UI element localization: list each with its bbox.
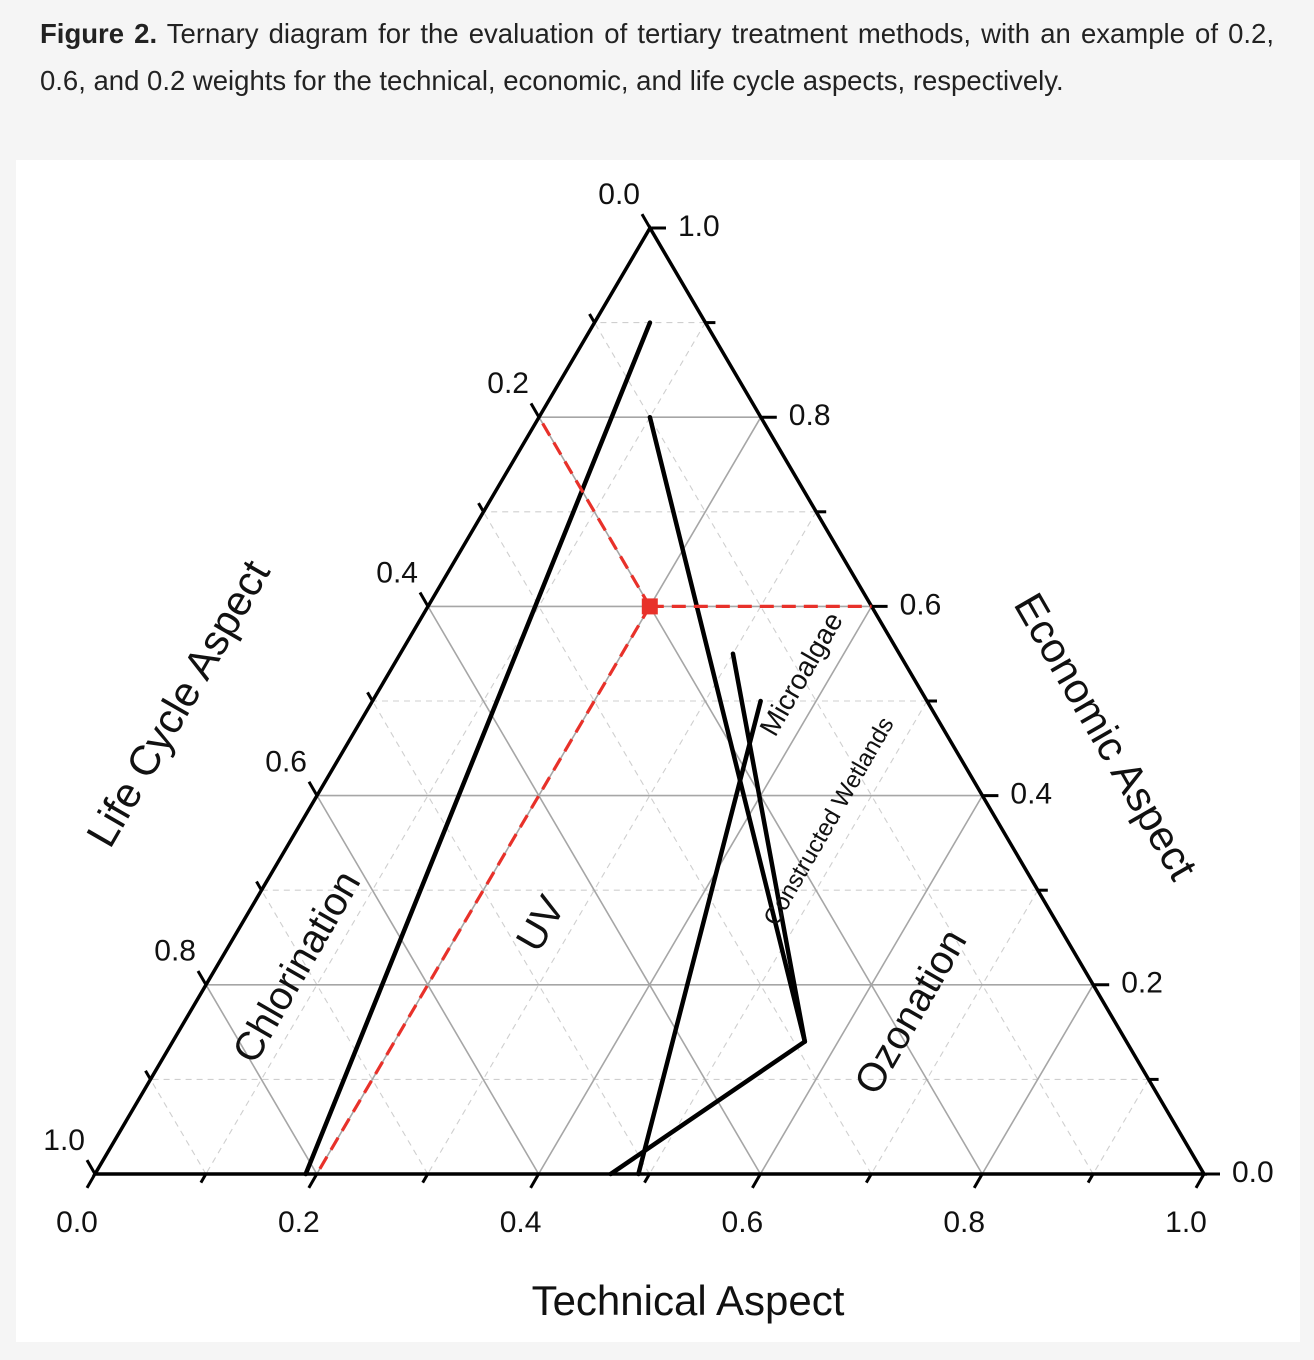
tick-lifecycle bbox=[640, 213, 652, 229]
tick-label-lifecycle: 0.2 bbox=[487, 367, 529, 400]
tick-technical bbox=[643, 1173, 651, 1184]
tick-label-technical: 0.8 bbox=[943, 1206, 985, 1239]
grid-line-lifecycle bbox=[372, 700, 650, 1175]
tick-label-technical: 0.0 bbox=[56, 1206, 98, 1239]
axis-title-technical: Technical Aspect bbox=[532, 1277, 845, 1324]
region-label-constructed-wetlands: Constructed Wetlands bbox=[758, 713, 899, 931]
figure-caption: Figure 2. Ternary diagram for the evalua… bbox=[40, 10, 1274, 104]
tick-lifecycle bbox=[255, 880, 263, 891]
tick-lifecycle bbox=[477, 502, 485, 513]
axis-title-lifecycle: Life Cycle Aspect bbox=[77, 552, 279, 855]
tick-lifecycle bbox=[366, 691, 374, 702]
tick-technical bbox=[1086, 1173, 1095, 1184]
tick-label-economic: 0.2 bbox=[1121, 967, 1163, 1000]
tick-lifecycle bbox=[85, 1159, 97, 1175]
grid-line-technical bbox=[537, 605, 873, 1175]
grid-line-lifecycle bbox=[483, 511, 872, 1175]
tick-label-technical: 0.6 bbox=[722, 1206, 764, 1239]
grid-line-technical bbox=[649, 700, 928, 1175]
tick-technical bbox=[751, 1173, 762, 1189]
tick-technical bbox=[972, 1173, 984, 1189]
tick-technical bbox=[199, 1173, 208, 1184]
grid-line-lifecycle bbox=[150, 1079, 207, 1175]
tick-label-lifecycle: 0.8 bbox=[154, 935, 196, 968]
example-point-marker bbox=[641, 598, 658, 615]
region-boundary-3 bbox=[730, 651, 808, 1044]
tick-technical bbox=[307, 1173, 319, 1189]
axis-title-economic: Economic Aspect bbox=[1005, 585, 1207, 888]
region-boundary-4 bbox=[636, 698, 763, 1177]
region-label-ozonation: Ozonation bbox=[846, 922, 975, 1102]
region-label-chlorination: Chlorination bbox=[224, 863, 369, 1070]
tick-technical bbox=[1194, 1173, 1206, 1189]
tick-label-lifecycle: 0.0 bbox=[598, 178, 640, 211]
figure-label: Figure 2. bbox=[40, 18, 158, 49]
tick-technical bbox=[421, 1173, 429, 1184]
tick-label-lifecycle: 0.6 bbox=[265, 746, 307, 779]
tick-technical bbox=[865, 1173, 873, 1184]
tick-label-technical: 0.2 bbox=[278, 1206, 320, 1239]
grid-line-lifecycle bbox=[316, 795, 540, 1175]
tick-label-lifecycle: 1.0 bbox=[43, 1124, 85, 1157]
grid-line-lifecycle bbox=[427, 605, 762, 1175]
region-label-microalgae: Microalgae bbox=[754, 607, 849, 741]
tick-lifecycle bbox=[196, 970, 208, 986]
example-guide-lifecycle bbox=[537, 416, 652, 608]
tick-lifecycle bbox=[588, 313, 596, 324]
region-boundary-2 bbox=[608, 1039, 808, 1177]
caption-text: Ternary diagram for the evaluation of te… bbox=[40, 18, 1274, 96]
tick-lifecycle bbox=[144, 1069, 152, 1081]
tick-label-economic: 1.0 bbox=[678, 210, 720, 243]
tick-label-economic: 0.6 bbox=[900, 588, 942, 621]
tick-lifecycle bbox=[529, 402, 541, 418]
region-label-uv: UV bbox=[508, 888, 574, 958]
grid-line-technical bbox=[759, 795, 984, 1175]
grid-line-technical bbox=[1092, 1079, 1150, 1175]
tick-lifecycle bbox=[418, 591, 430, 608]
grid-line-technical bbox=[427, 511, 817, 1175]
tick-label-lifecycle: 0.4 bbox=[376, 556, 418, 589]
tick-lifecycle bbox=[307, 780, 319, 797]
tick-technical bbox=[529, 1173, 540, 1189]
tick-label-technical: 1.0 bbox=[1165, 1206, 1207, 1239]
ternary-chart-panel: 0.0 0.2 0.4 0.6 0.8 1.0 0.0 0.2 0.4 0.6 0.8 1.0 0.0 0… bbox=[16, 160, 1300, 1342]
tick-label-economic: 0.8 bbox=[789, 399, 831, 432]
tick-label-economic: 0.4 bbox=[1010, 778, 1052, 811]
tick-label-economic: 0.0 bbox=[1232, 1156, 1274, 1189]
ternary-diagram: 0.0 0.2 0.4 0.6 0.8 1.0 0.0 0.2 0.4 0.6 0.8 1.0 0.0 0… bbox=[43, 178, 1274, 1324]
region-boundary-0 bbox=[303, 320, 653, 1177]
tick-label-technical: 0.4 bbox=[500, 1206, 542, 1239]
grid-line-technical bbox=[981, 984, 1094, 1175]
region-boundary-1 bbox=[647, 414, 808, 1044]
tick-technical bbox=[85, 1173, 97, 1189]
grid-line-lifecycle bbox=[205, 984, 318, 1175]
